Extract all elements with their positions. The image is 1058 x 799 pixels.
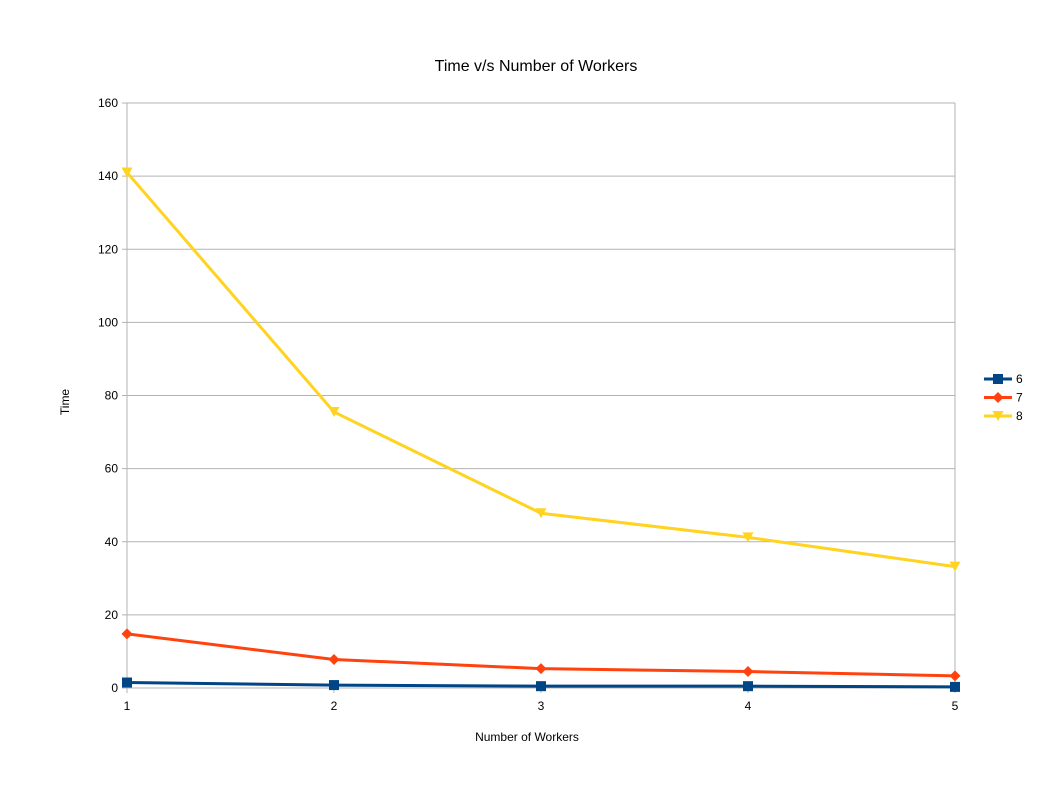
data-point-6	[743, 681, 753, 692]
legend: 6 7 8	[984, 372, 1023, 423]
data-point-8	[949, 561, 961, 572]
data-point-7	[535, 663, 547, 675]
y-tick-label: 100	[98, 315, 118, 329]
data-point-8	[121, 167, 133, 178]
y-tick-label: 40	[105, 535, 119, 549]
legend-marker-8	[992, 411, 1004, 421]
x-tick-label: 5	[952, 699, 959, 713]
data-point-7	[121, 628, 133, 640]
data-point-6	[122, 677, 132, 688]
legend-label: 8	[1016, 409, 1023, 423]
y-tick-label: 80	[105, 389, 119, 403]
x-tick-label: 1	[124, 699, 131, 713]
data-point-7	[949, 670, 961, 682]
y-tick-label: 120	[98, 242, 118, 256]
data-point-6	[950, 681, 960, 692]
legend-label: 7	[1016, 391, 1023, 405]
y-tick-label: 0	[111, 681, 118, 695]
data-point-7	[328, 653, 340, 665]
x-tick-label: 4	[745, 699, 752, 713]
grid-lines	[127, 102, 955, 689]
x-tick-label: 3	[538, 699, 545, 713]
legend-label: 6	[1016, 372, 1023, 386]
y-axis-label: Time	[58, 389, 72, 416]
y-tick-label: 160	[98, 96, 118, 110]
chart-title: Time v/s Number of Workers	[435, 58, 638, 75]
x-axis-label: Number of Workers	[475, 730, 579, 744]
legend-marker-7	[992, 392, 1004, 403]
series-lines	[121, 167, 961, 692]
series-line-8	[125, 171, 956, 569]
data-point-8	[535, 508, 547, 519]
legend-marker-6	[993, 374, 1003, 384]
x-tick-label: 2	[331, 699, 338, 713]
y-tick-label: 140	[98, 169, 118, 183]
axes: 0 20 40 60 80 100 120 140 160 1 2 3 4 5	[98, 96, 959, 713]
data-point-8	[742, 532, 754, 543]
y-tick-label: 20	[105, 608, 119, 622]
y-tick-label: 60	[105, 462, 119, 476]
data-point-6	[536, 681, 546, 692]
data-point-8	[328, 406, 340, 417]
data-point-6	[329, 680, 339, 691]
data-point-7	[742, 666, 754, 678]
